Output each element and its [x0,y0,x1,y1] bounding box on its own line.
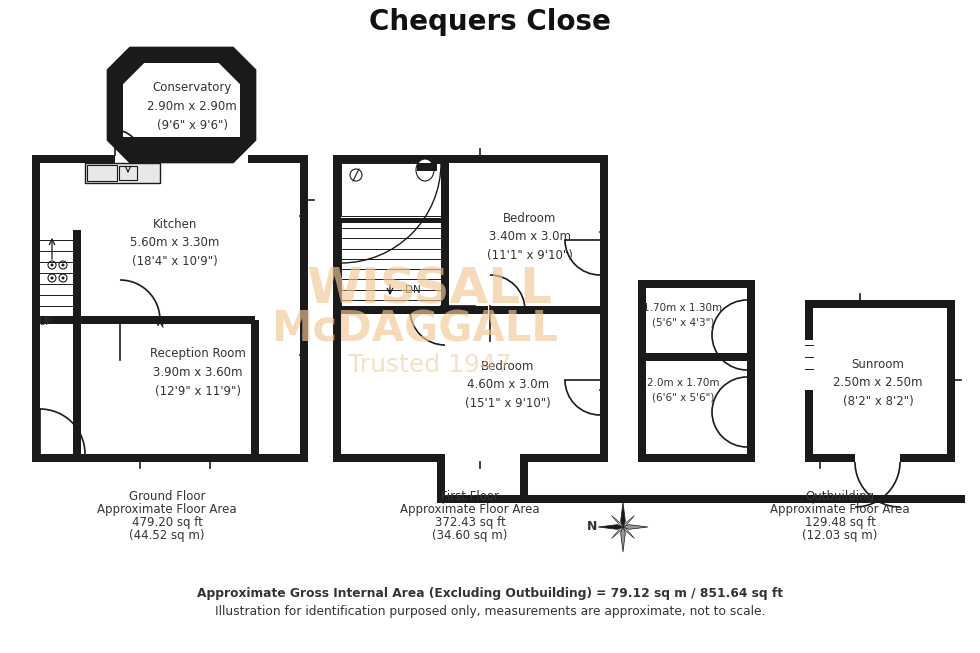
Bar [85,163,160,183]
Bar [300,155,308,462]
Text: McDAGGALL: McDAGGALL [271,309,559,351]
Circle shape [51,264,54,266]
Polygon shape [620,527,625,552]
Polygon shape [123,63,240,137]
Bar [32,454,308,462]
Polygon shape [115,55,248,155]
Bar [638,454,755,462]
Bar [490,306,608,314]
Text: Ground Floor: Ground Floor [128,490,205,503]
Bar [333,306,488,314]
Text: Conservatory
2.90m x 2.90m
(9'6" x 9'6"): Conservatory 2.90m x 2.90m (9'6" x 9'6") [147,82,237,133]
Bar [855,454,900,462]
Bar [333,454,608,462]
Circle shape [51,276,54,279]
Bar [341,163,443,216]
Text: First Floor: First Floor [441,490,499,503]
Bar [77,316,255,324]
Bar [251,320,259,462]
Text: Kitchen
5.60m x 3.30m
(18'4" x 10'9"): Kitchen 5.60m x 3.30m (18'4" x 10'9") [130,217,220,268]
Polygon shape [612,527,623,539]
Polygon shape [620,502,625,527]
Text: Chequers Close: Chequers Close [369,8,611,36]
Text: 1.70m x 1.30m
(5'6" x 4'3"): 1.70m x 1.30m (5'6" x 4'3") [644,302,722,327]
Polygon shape [612,515,623,527]
Bar [85,163,160,183]
Polygon shape [623,524,648,530]
Bar [947,300,955,462]
Polygon shape [623,527,634,539]
Bar [32,155,40,462]
Bar [437,495,965,503]
Bar [855,462,900,482]
Text: Approximate Floor Area: Approximate Floor Area [97,503,237,516]
Bar [638,280,646,462]
Text: Trusted 1947: Trusted 1947 [348,353,512,377]
Bar [87,165,117,181]
Bar [32,155,308,163]
Bar [600,155,608,462]
Text: 479.20 sq ft: 479.20 sq ft [131,516,203,529]
Bar [32,454,308,462]
Bar [115,154,248,164]
Bar [333,155,341,462]
Text: (12.03 sq m): (12.03 sq m) [803,529,878,542]
Text: UP: UP [38,317,52,327]
Bar [747,280,755,462]
Text: Approximate Floor Area: Approximate Floor Area [400,503,540,516]
Text: (34.60 sq m): (34.60 sq m) [432,529,508,542]
Bar [638,353,755,361]
Bar [445,454,520,462]
Text: 372.43 sq ft: 372.43 sq ft [434,516,506,529]
Bar [300,155,308,462]
Bar [32,155,40,462]
Polygon shape [623,515,634,527]
Bar [73,230,81,462]
Text: Illustration for identification purposed only, measurements are approximate, not: Illustration for identification purposed… [215,605,765,618]
Text: 129.48 sq ft: 129.48 sq ft [805,516,875,529]
Bar [32,316,255,324]
Bar [805,300,813,462]
Polygon shape [598,524,623,530]
Bar [417,163,437,171]
Text: Bedroom
3.40m x 3.0m
(11'1" x 9'10"): Bedroom 3.40m x 3.0m (11'1" x 9'10") [487,212,573,263]
Text: Approximate Gross Internal Area (Excluding Outbuilding) = 79.12 sq m / 851.64 sq: Approximate Gross Internal Area (Excludi… [197,586,783,599]
Circle shape [62,264,65,266]
Bar [437,454,445,495]
Bar [341,218,445,223]
Text: Bedroom
4.60m x 3.0m
(15'1" x 9'10"): Bedroom 4.60m x 3.0m (15'1" x 9'10") [466,360,551,411]
Bar [805,300,955,308]
Text: 2.0m x 1.70m
(6'6" x 5'6"): 2.0m x 1.70m (6'6" x 5'6") [647,377,719,402]
Bar [32,155,308,163]
Bar [85,163,160,183]
Bar [520,454,528,495]
Bar [119,166,137,180]
Bar [805,454,955,462]
Circle shape [62,276,65,279]
Text: Approximate Floor Area: Approximate Floor Area [770,503,909,516]
Text: DN: DN [405,285,420,295]
Text: N: N [587,520,597,534]
Text: WISSALL: WISSALL [307,266,553,314]
Bar [333,155,608,163]
Text: Outbuilding: Outbuilding [806,490,874,503]
Text: Sunroom
2.50m x 2.50m
(8'2" x 8'2"): Sunroom 2.50m x 2.50m (8'2" x 8'2") [833,357,923,409]
Text: (44.52 sq m): (44.52 sq m) [129,529,205,542]
Ellipse shape [416,159,434,181]
Bar [805,340,813,390]
Text: Reception Room
3.90m x 3.60m
(12'9" x 11'9"): Reception Room 3.90m x 3.60m (12'9" x 11… [150,347,246,398]
Text: W: W [155,318,165,328]
Bar [638,280,755,288]
Bar [441,155,449,310]
